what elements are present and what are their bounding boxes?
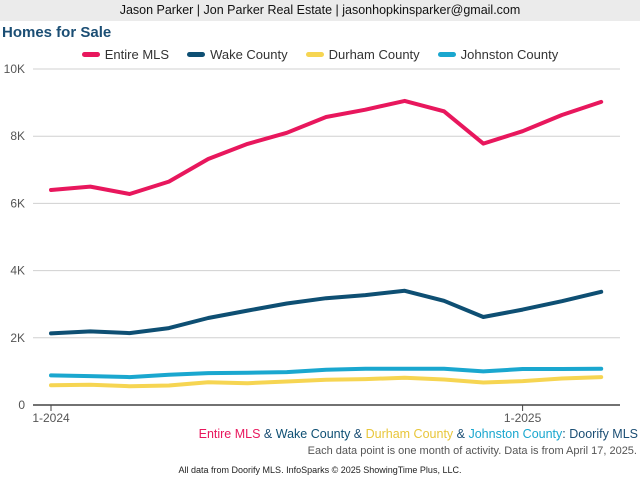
footer-credit: All data from Doorify MLS. InfoSparks © … <box>178 465 462 475</box>
legend-swatch-johnston-county <box>437 51 456 57</box>
legend-label: Entire MLS <box>104 46 170 62</box>
series-line-wake-county <box>49 288 604 336</box>
y-tick-label: 8K <box>10 129 25 143</box>
legend-label: Johnston County <box>460 46 559 62</box>
chart-title: Homes for Sale <box>2 24 112 41</box>
series-line-durham-county <box>49 375 604 389</box>
source-separator: & <box>350 427 366 441</box>
y-tick-label: 6K <box>10 196 25 210</box>
chart-legend: Entire MLS Wake County Durham County Joh… <box>0 45 640 63</box>
y-tick-label: 10K <box>4 62 25 76</box>
legend-swatch-wake-county <box>187 51 206 57</box>
legend-item-entire-mls[interactable]: Entire MLS <box>81 45 170 63</box>
legend-item-wake-county[interactable]: Wake County <box>187 45 288 63</box>
legend-label: Wake County <box>210 46 288 62</box>
source-separator: & <box>453 427 469 441</box>
source-wake-county: Wake County <box>275 427 351 441</box>
source-separator: & <box>260 427 276 441</box>
y-tick-label: 2K <box>10 331 25 345</box>
source-entire-mls: Entire MLS <box>198 427 261 441</box>
series-line-johnston-county <box>49 366 604 380</box>
legend-swatch-durham-county <box>305 51 324 57</box>
y-tick-label: 0 <box>18 398 25 412</box>
series-line-entire-mls <box>49 98 604 196</box>
legend-label: Durham County <box>328 46 420 62</box>
source-johnston-county: Johnston County <box>468 427 563 441</box>
x-tick-label: 1-2025 <box>504 411 542 425</box>
x-tick-label: 1-2024 <box>32 411 70 425</box>
source-durham-county: Durham County <box>365 427 454 441</box>
source-line: Entire MLS & Wake County & Durham County… <box>199 427 638 441</box>
legend-item-durham-county[interactable]: Durham County <box>305 45 420 63</box>
legend-item-johnston-county[interactable]: Johnston County <box>437 45 559 63</box>
contact-header: Jason Parker | Jon Parker Real Estate | … <box>0 0 640 21</box>
source-suffix: : Doorify MLS <box>562 427 638 441</box>
y-tick-label: 4K <box>10 264 25 278</box>
data-note: Each data point is one month of activity… <box>307 445 637 457</box>
legend-swatch-entire-mls <box>81 51 100 57</box>
